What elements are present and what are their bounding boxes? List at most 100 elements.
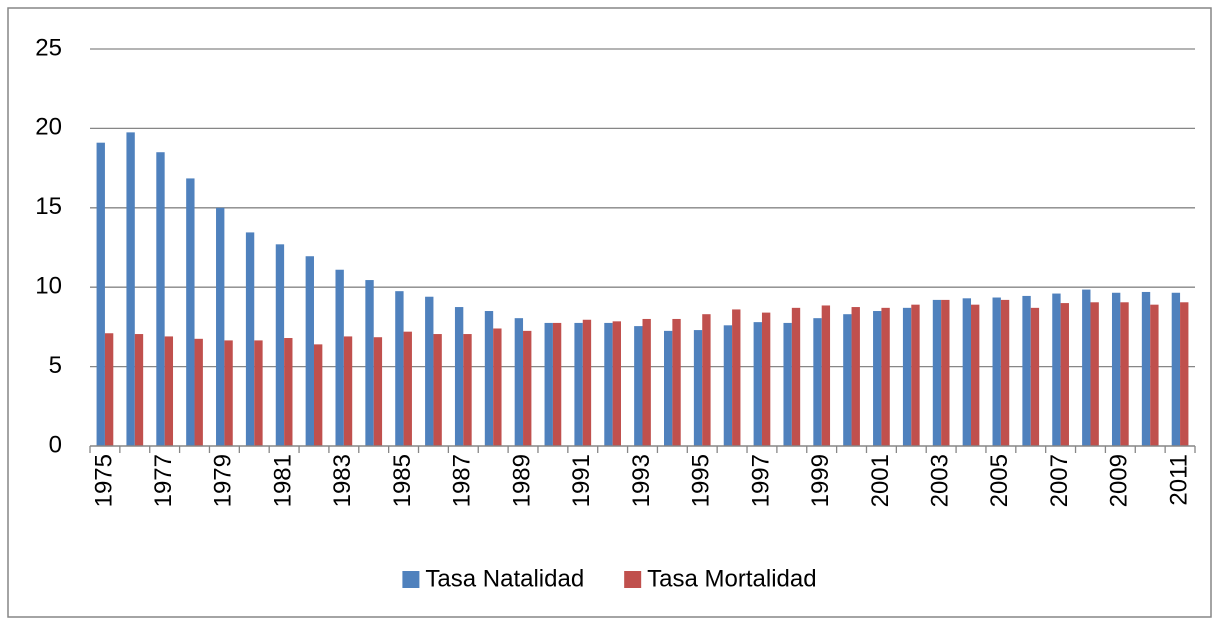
bar	[493, 328, 502, 446]
bar	[164, 336, 174, 446]
bar	[484, 311, 494, 446]
bar	[194, 338, 203, 446]
bar	[216, 207, 225, 446]
bar	[463, 334, 472, 446]
x-tick-label: 2007	[1046, 454, 1073, 507]
bar	[732, 309, 741, 446]
bar	[902, 307, 912, 446]
bar	[574, 322, 583, 446]
bar	[1022, 295, 1031, 446]
x-tick-label: 2001	[867, 454, 894, 507]
x-tick-label: 1981	[269, 454, 296, 507]
bar	[672, 318, 681, 446]
bar	[992, 297, 1001, 446]
bar	[723, 325, 733, 446]
bar	[582, 319, 592, 446]
x-tick-label: 1985	[389, 454, 416, 507]
bar	[1120, 302, 1129, 446]
legend-label: Tasa Mortalidad	[647, 565, 816, 592]
bar	[104, 333, 114, 446]
bar	[911, 304, 920, 446]
bar	[753, 322, 762, 446]
bar	[791, 307, 801, 446]
bar	[761, 312, 771, 446]
bar	[134, 334, 144, 446]
y-tick-label: 25	[35, 34, 62, 61]
bar	[642, 318, 651, 446]
bar	[971, 304, 980, 446]
y-tick-label: 20	[35, 114, 62, 141]
x-tick-label: 1979	[210, 454, 237, 507]
bar	[1052, 293, 1061, 446]
bar	[343, 336, 353, 446]
bar	[403, 331, 412, 446]
x-tick-label: 2005	[986, 454, 1013, 507]
bar	[1090, 302, 1099, 446]
bar	[284, 338, 293, 446]
legend: Tasa Natalidad Tasa Mortalidad	[402, 565, 817, 592]
bar	[373, 337, 383, 446]
bar	[395, 291, 404, 446]
bar	[693, 330, 703, 446]
bar	[702, 314, 711, 446]
chart-border	[7, 7, 1212, 618]
bar	[634, 326, 643, 446]
bar	[873, 311, 882, 446]
x-tick-label: 1991	[568, 454, 595, 507]
x-tick-label: 1995	[688, 454, 715, 507]
bar	[313, 344, 323, 446]
bar	[941, 299, 950, 446]
bar	[1060, 303, 1069, 446]
bar	[224, 340, 233, 446]
bar	[813, 318, 822, 446]
bar	[664, 330, 673, 446]
bar	[1000, 299, 1010, 446]
bar	[1171, 292, 1181, 446]
bar	[1150, 304, 1159, 446]
x-tick-label: 2003	[926, 454, 953, 507]
x-tick-label: 1977	[150, 454, 177, 507]
bar	[454, 307, 464, 446]
bar	[1082, 289, 1091, 446]
bar	[365, 280, 374, 446]
x-tick-label: 1997	[747, 454, 774, 507]
legend-label: Tasa Natalidad	[425, 565, 584, 592]
bar	[305, 256, 314, 446]
bar	[932, 299, 942, 446]
bar	[254, 340, 263, 446]
bar	[96, 142, 105, 446]
bar	[544, 322, 553, 446]
bar	[843, 314, 852, 446]
x-tick-label: 1975	[90, 454, 117, 507]
bar	[612, 321, 621, 446]
bar	[1180, 302, 1189, 446]
x-tick-label: 2011	[1165, 454, 1192, 506]
bar	[1030, 307, 1040, 446]
bar	[851, 307, 860, 446]
x-tick-label: 1989	[508, 454, 535, 507]
bar	[881, 307, 890, 446]
bar	[1141, 291, 1151, 446]
bar	[425, 296, 434, 446]
x-tick-label: 1983	[329, 454, 356, 507]
x-tick-label: 1993	[628, 454, 655, 507]
bar	[514, 318, 524, 446]
bar	[245, 232, 255, 446]
y-tick-label: 10	[35, 273, 62, 300]
y-tick-label: 0	[49, 431, 62, 458]
bar	[186, 178, 195, 446]
bar	[552, 322, 562, 446]
bar	[335, 269, 344, 446]
bar	[1111, 292, 1121, 446]
bar	[604, 322, 613, 446]
bar	[156, 152, 165, 446]
legend-swatch	[624, 571, 642, 588]
x-tick-label: 2009	[1106, 454, 1133, 507]
legend-swatch	[402, 571, 420, 588]
bar	[821, 305, 831, 446]
bar	[126, 132, 135, 446]
bar	[275, 244, 285, 446]
bar	[783, 322, 792, 446]
x-tick-label: 1999	[807, 454, 834, 507]
